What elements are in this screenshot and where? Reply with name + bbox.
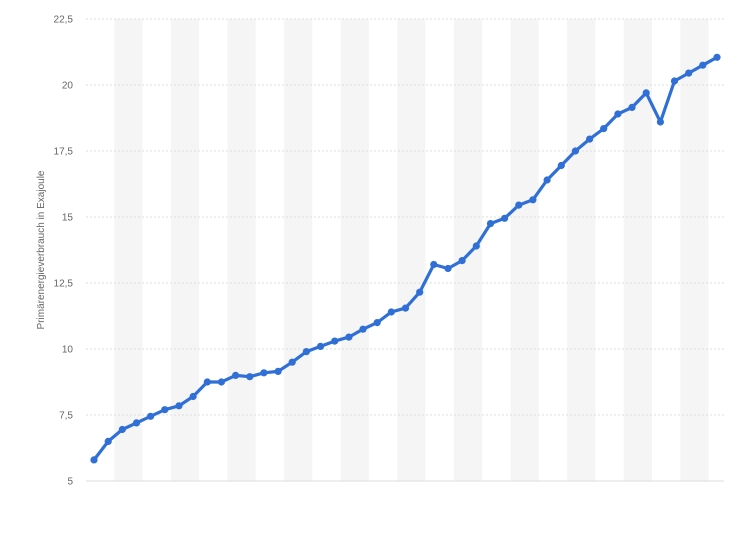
background-band [369, 19, 398, 481]
y-axis-label: Primärenergieverbrauch in Exajoule [36, 170, 47, 329]
data-point [232, 371, 240, 379]
data-point [571, 147, 580, 155]
data-point [557, 161, 565, 170]
data-point [345, 333, 353, 341]
background-band [142, 19, 171, 481]
data-point [147, 412, 155, 420]
data-point [203, 378, 211, 386]
y-tick-label: 22,5 [54, 15, 74, 26]
background-band [114, 19, 143, 481]
data-point [118, 425, 126, 434]
y-tick-label: 17,5 [54, 147, 74, 158]
background-band [482, 19, 511, 481]
data-point [359, 325, 367, 333]
data-point [713, 53, 721, 61]
data-point [161, 406, 169, 414]
data-point [501, 214, 509, 222]
data-point [416, 288, 424, 296]
data-point [642, 89, 650, 97]
background-band [199, 19, 228, 481]
data-point [670, 77, 679, 85]
background-band [510, 19, 539, 481]
data-point [586, 135, 594, 143]
data-point [316, 342, 325, 350]
data-point [132, 419, 141, 427]
background-bands [86, 19, 724, 481]
data-point [472, 242, 480, 250]
y-tick-label: 15 [62, 213, 74, 224]
data-point [656, 118, 665, 126]
data-point [430, 260, 438, 269]
background-band [623, 19, 652, 481]
data-point [302, 348, 310, 356]
background-band [595, 19, 624, 481]
y-tick-label: 5 [67, 477, 73, 488]
background-band [652, 19, 681, 481]
background-band [567, 19, 596, 481]
data-point [685, 69, 693, 77]
background-band [255, 19, 285, 481]
data-point [246, 373, 254, 381]
data-point [288, 358, 296, 366]
background-band [284, 19, 313, 481]
y-axis-ticks: 5 7,5 10 12,5 15 17,5 20 22,5 [54, 15, 74, 488]
background-band [680, 19, 709, 481]
background-band [86, 19, 115, 481]
background-band [340, 19, 369, 481]
background-band [708, 19, 724, 481]
data-point [401, 304, 410, 312]
data-point [331, 337, 339, 345]
background-band [227, 19, 256, 481]
y-tick-label: 10 [62, 345, 74, 356]
data-point [486, 220, 495, 228]
data-point [90, 456, 98, 464]
data-point [260, 369, 268, 377]
y-tick-label: 20 [62, 81, 74, 92]
data-point [458, 257, 466, 265]
background-band [397, 19, 426, 481]
background-band [312, 19, 341, 481]
data-point [444, 264, 452, 273]
grid-lines [86, 18, 724, 482]
data-point [217, 378, 225, 386]
data-point [543, 176, 551, 184]
data-point [628, 103, 636, 111]
data-point [189, 392, 197, 401]
data-point [614, 110, 622, 118]
background-band [453, 19, 483, 481]
y-tick-label: 7,5 [59, 411, 73, 422]
background-band [170, 19, 200, 481]
background-band [425, 19, 454, 481]
data-point [373, 319, 381, 327]
data-point [274, 367, 282, 375]
data-point [529, 196, 537, 204]
data-point [175, 402, 183, 410]
y-tick-label: 12,5 [54, 279, 74, 290]
data-point [515, 201, 523, 209]
data-point [104, 437, 112, 445]
data-point [387, 308, 395, 316]
data-point [600, 125, 608, 133]
data-point [699, 61, 707, 69]
background-band [538, 19, 568, 481]
series-line [90, 53, 721, 464]
